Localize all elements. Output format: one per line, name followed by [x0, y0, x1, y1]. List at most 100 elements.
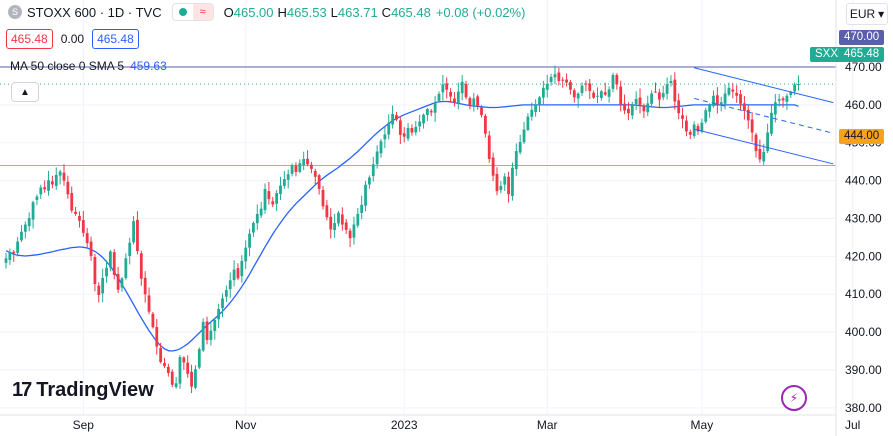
tradingview-mark-icon: 17	[12, 379, 32, 401]
candle-body	[453, 98, 456, 103]
candle-body	[78, 215, 81, 221]
candle	[654, 82, 657, 93]
candle-body	[163, 363, 166, 367]
candle-body	[248, 233, 251, 248]
candle	[580, 82, 584, 97]
candle-body	[541, 87, 545, 98]
candle-body	[70, 193, 74, 211]
candle	[263, 183, 267, 214]
candle-body	[692, 124, 696, 136]
candle	[576, 92, 580, 108]
candle-body	[685, 120, 688, 132]
candle-body	[282, 179, 286, 187]
candle-body	[518, 141, 522, 153]
candle-body	[294, 165, 298, 172]
candle	[282, 171, 286, 189]
candle-body	[480, 107, 483, 116]
candle-body	[611, 74, 615, 89]
symbol-title[interactable]: STOXX 600 · 1D · TVC	[27, 4, 162, 20]
candle-body	[429, 110, 433, 113]
close-value: 465.48	[391, 4, 431, 20]
candle-body	[777, 99, 781, 101]
candle-body	[402, 133, 406, 137]
candle	[356, 207, 360, 228]
candle-body	[170, 371, 174, 385]
candle-body	[766, 132, 770, 152]
candle	[279, 176, 282, 201]
lightning-icon[interactable]: ⚡	[781, 385, 807, 411]
candle-body	[209, 330, 213, 340]
candle-body	[445, 83, 449, 90]
candle-body	[584, 83, 588, 85]
candle-body	[213, 319, 217, 331]
candle	[642, 103, 646, 119]
candle	[298, 159, 302, 174]
candle	[596, 87, 599, 104]
candle	[437, 91, 441, 103]
chevron-down-icon: ▾	[878, 7, 885, 21]
candle	[337, 210, 340, 227]
candle	[348, 228, 352, 247]
candle	[116, 266, 120, 294]
candle-body	[588, 83, 592, 91]
candle-body	[105, 267, 108, 277]
candle-body	[306, 158, 309, 165]
candle-body	[54, 174, 58, 186]
candle	[306, 150, 309, 167]
candle-body	[565, 79, 568, 83]
candle	[797, 75, 800, 91]
candles	[4, 65, 800, 394]
buy-price-button[interactable]: 465.48	[92, 29, 139, 49]
candle-body	[252, 223, 255, 233]
candle-body	[395, 115, 398, 120]
candle	[406, 122, 410, 142]
candle	[422, 113, 425, 129]
candle	[456, 82, 460, 110]
candle-body	[101, 277, 105, 294]
candle	[588, 78, 592, 99]
candle-body	[758, 148, 762, 160]
candle	[151, 311, 155, 329]
candle-body	[112, 252, 116, 275]
candle-body	[623, 103, 626, 111]
candle	[766, 123, 770, 154]
candle	[773, 94, 777, 123]
candle-body	[116, 274, 120, 290]
candle	[735, 85, 739, 103]
candle-body	[166, 366, 170, 374]
candle	[557, 67, 561, 86]
candle	[518, 134, 522, 155]
indicator-label: MA 50 close 0 SMA 5	[10, 59, 125, 73]
candle-body	[317, 175, 321, 189]
ma-50-line	[5, 100, 799, 352]
candle	[526, 113, 530, 132]
sell-price-button[interactable]: 465.48	[6, 29, 53, 49]
market-status[interactable]: ≈	[171, 3, 214, 21]
candle-body	[569, 81, 572, 90]
candle	[143, 271, 147, 303]
indicator-legend[interactable]: MA 50 close 0 SMA 5 459.63	[10, 59, 167, 73]
candle	[205, 316, 209, 345]
candle	[615, 73, 619, 90]
tradingview-wordmark: TradingView	[36, 379, 154, 401]
price-axis: 380.00 390.00 400.00 410.00 420.00 430.00 440.…	[835, 0, 882, 436]
candle	[62, 164, 66, 186]
candle	[78, 211, 81, 228]
candle-body	[425, 109, 429, 115]
candle-body	[557, 72, 561, 82]
candle-body	[646, 103, 650, 113]
candle-body	[708, 105, 712, 112]
candle	[360, 195, 364, 220]
candle-body	[333, 223, 337, 231]
candle	[101, 268, 105, 303]
candle-body	[398, 120, 402, 135]
currency-selector[interactable]: EUR ▾	[846, 3, 888, 25]
candle-body	[236, 268, 240, 279]
candle-body	[58, 171, 62, 176]
price-tick-label: 460.00	[845, 98, 882, 112]
collapse-legend-button[interactable]: ▲	[11, 82, 39, 102]
candle	[47, 170, 50, 196]
chart-grid	[0, 0, 854, 415]
tradingview-logo[interactable]: 17 TradingView	[12, 379, 154, 402]
